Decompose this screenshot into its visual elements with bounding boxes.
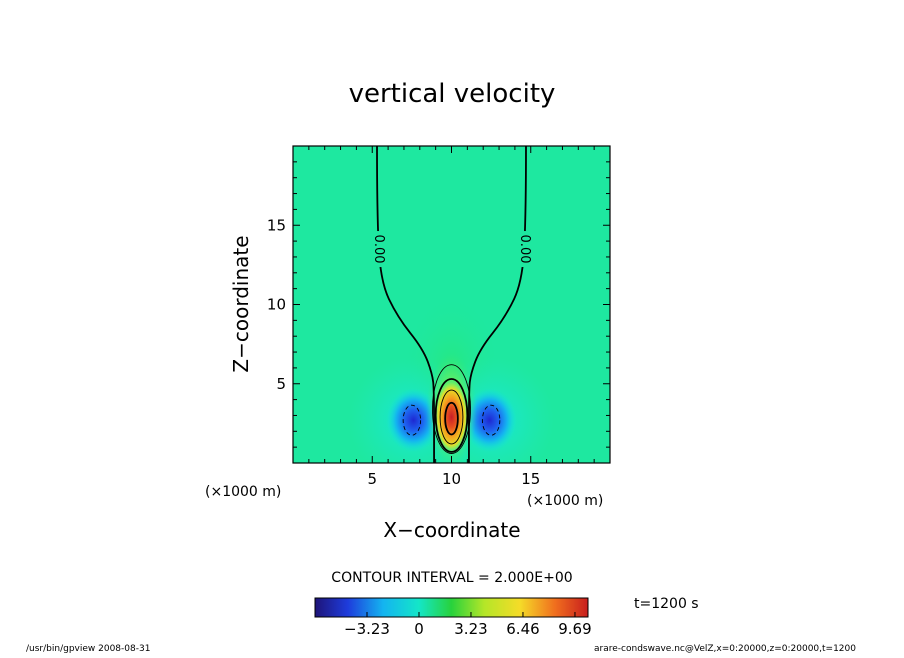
contour-label-right: 0.00 (516, 231, 533, 268)
y-unit-label: (×1000 m) (205, 484, 281, 500)
y-tick-label: 10 (267, 296, 286, 314)
y-tick-label: 5 (276, 375, 286, 393)
plot-area: 0.00 0.00 (293, 146, 610, 463)
contour-6 (439, 389, 464, 445)
contour-4 (434, 378, 469, 453)
x-tick-labels: 5 10 15 (367, 470, 540, 488)
x-tick-label: 15 (521, 470, 540, 488)
contour-8 (444, 401, 459, 436)
colorbar (314, 597, 589, 618)
colorbar-tick-label: 3.23 (454, 620, 487, 638)
svg-text:0.00: 0.00 (371, 235, 386, 264)
y-axis-label: Z−coordinate (229, 235, 253, 372)
colorbar-tick-labels: −3.23 0 3.23 6.46 9.69 (344, 620, 592, 638)
contour-negative-left (402, 404, 422, 436)
colorbar-tick-label: 9.69 (558, 620, 591, 638)
colorbar-tick-label: 6.46 (506, 620, 539, 638)
contour-negative-right (481, 404, 501, 436)
svg-text:0.00: 0.00 (517, 235, 532, 264)
x-axis-label: X−coordinate (383, 518, 520, 542)
contour-label-left: 0.00 (370, 231, 387, 268)
chart-title: vertical velocity (349, 79, 556, 109)
y-tick-label: 15 (267, 216, 286, 234)
x-tick-label: 10 (442, 470, 461, 488)
contour-interval: CONTOUR INTERVAL = 2.000E+00 (331, 570, 572, 586)
colorbar-tick-label: −3.23 (344, 620, 390, 638)
time-label: t=1200 s (634, 596, 699, 612)
colorbar-tick-label: 0 (414, 620, 424, 638)
contour-2 (432, 364, 471, 454)
footer-right: arare-condswave.nc@VelZ,x=0:20000,z=0:20… (594, 644, 856, 654)
y-tick-labels: 5 10 15 (267, 216, 286, 393)
x-tick-label: 5 (367, 470, 377, 488)
colorbar-ticks (366, 612, 576, 617)
axis-ticks (293, 146, 610, 463)
footer-left: /usr/bin/gpview 2008-08-31 (26, 644, 150, 654)
x-unit-label: (×1000 m) (527, 493, 603, 509)
